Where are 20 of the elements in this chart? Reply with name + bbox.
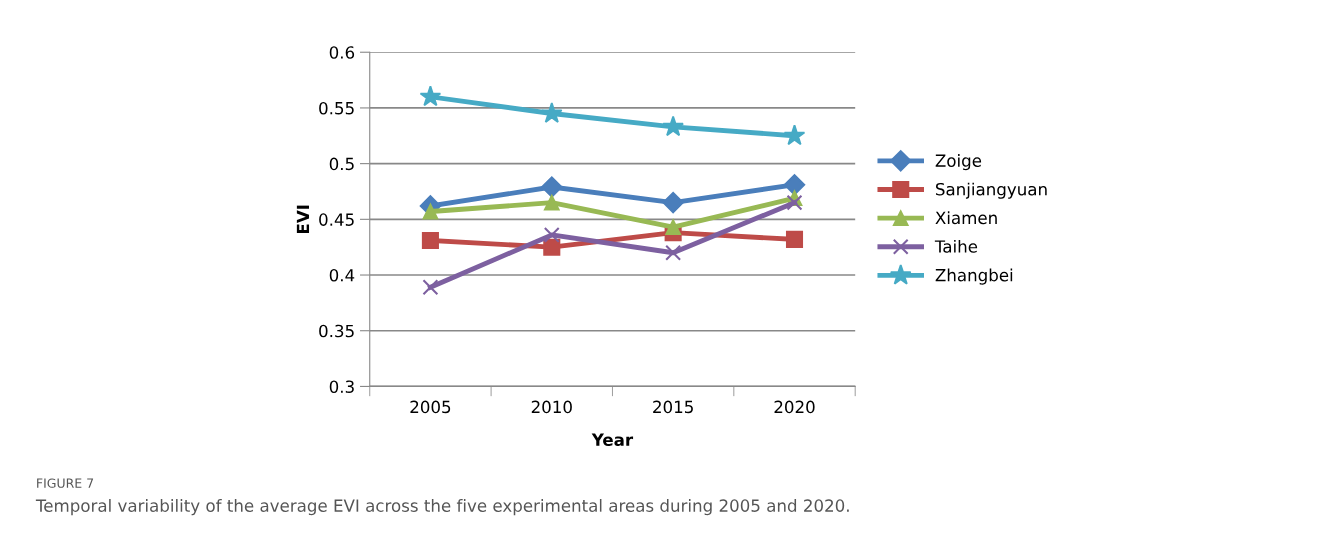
x-tick-label: 2005 <box>410 400 451 414</box>
y-tick-label: 0.45 <box>319 213 354 226</box>
legend-label: Xiamen <box>935 211 997 225</box>
y-tick-label: 0.55 <box>319 101 354 115</box>
legend-label: Zhangbei <box>935 268 1013 285</box>
text: Temporal variability of the average EVI across the five experimental areas during 2005 and 2020. <box>35 499 849 516</box>
caption: FIGURE 7 <box>37 478 94 488</box>
legend-label: Sanjiangyuan <box>936 182 1047 199</box>
y-tick-label: 0.4 <box>329 268 355 282</box>
y-tick-label: 0.35 <box>319 324 354 338</box>
y-tick-label: 0.5 <box>329 157 354 171</box>
x-axis-title: Year <box>591 433 634 447</box>
y-axis-title: EVI <box>296 205 310 234</box>
y-tick-label: 0.3 <box>329 380 354 393</box>
x-tick-label: 2020 <box>774 400 815 414</box>
legend-label: Zoige <box>935 154 982 171</box>
legend-label: Taihe <box>934 239 978 253</box>
x-tick-label: 2010 <box>531 400 572 414</box>
x-tick-label: 2015 <box>653 400 693 414</box>
y-tick-label: 0.6 <box>329 46 355 59</box>
